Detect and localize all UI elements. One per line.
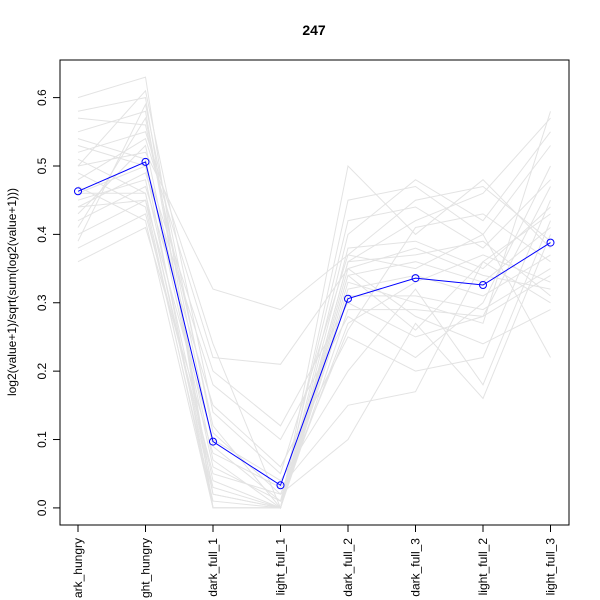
- data-point-dark_hungry: [74, 187, 82, 196]
- data-point-light_full_1: [276, 481, 285, 490]
- background-series-line-24: [78, 192, 551, 509]
- data-point-light_full_3: [546, 238, 555, 247]
- y-tick-label-0.2: 0.2: [35, 362, 49, 379]
- y-tick-label-0.4: 0.4: [35, 226, 49, 243]
- y-tick-label-0.6: 0.6: [35, 89, 49, 106]
- y-tick-label-0.3: 0.3: [35, 294, 49, 311]
- x-tick-label-light_full_3: light_full_3: [544, 538, 558, 596]
- data-point-dark_full_3: [411, 274, 420, 283]
- x-axis: ark_hungry ght_hungry dark_full_1 light_ful…: [71, 524, 558, 598]
- highlighted-series-line: [77, 161, 551, 487]
- background-series-line-22: [77, 89, 551, 475]
- x-tick-label-light_hungry: ght_hungry: [139, 538, 153, 598]
- background-series-line-19: [77, 144, 551, 509]
- background-series-line-16: [77, 172, 551, 509]
- highlighted-series-group: [74, 157, 555, 490]
- x-tick-label-light_full_1: light_full_1: [274, 538, 288, 596]
- x-tick-label-dark_hungry: ark_hungry: [71, 538, 85, 598]
- y-tick-label-0.1: 0.1: [35, 431, 49, 448]
- y-axis: 0.0 0.1 0.2 0.3 0.4 0.5 0.6: [35, 89, 61, 516]
- y-tick-label-0.5: 0.5: [35, 157, 49, 174]
- data-point-light_full_2: [479, 281, 487, 289]
- data-point-dark_full_1: [209, 437, 217, 446]
- y-axis-label: log2(value+1)/sqrt(sum(log2(value+1))): [5, 188, 19, 396]
- x-tick-label-dark_full_1: dark_full_1: [206, 538, 220, 597]
- data-point-light_hungry: [141, 157, 150, 166]
- background-series-line-3: [77, 110, 551, 509]
- y-tick-label-0.0: 0.0: [35, 499, 49, 516]
- data-point-dark_full_2: [344, 294, 352, 303]
- x-tick-label-dark_full_2: dark_full_2: [341, 538, 355, 597]
- background-series-line-23: [77, 145, 551, 509]
- background-series-line-21: [77, 102, 551, 496]
- x-tick-label-light_full_2: light_full_2: [476, 538, 490, 596]
- background-series-line-17: [77, 186, 551, 509]
- chart-title: 247: [302, 22, 326, 38]
- x-tick-label-dark_full_3: dark_full_3: [409, 538, 423, 597]
- background-series-line-4: [77, 111, 551, 510]
- background-series-line-12: [77, 226, 551, 489]
- background-series-group: [77, 76, 551, 510]
- background-series-line-18: [77, 179, 551, 509]
